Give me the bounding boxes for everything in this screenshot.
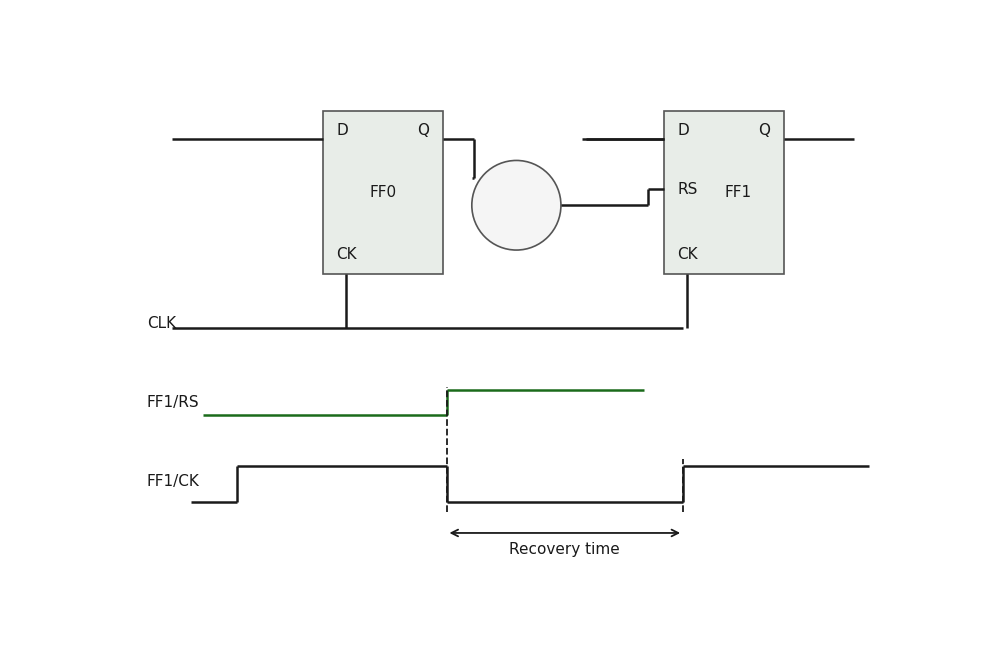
- Bar: [323, 110, 443, 275]
- Text: CK: CK: [678, 247, 698, 261]
- Text: Recovery time: Recovery time: [509, 542, 620, 557]
- Bar: [664, 110, 784, 275]
- Text: FF1/CK: FF1/CK: [147, 474, 200, 489]
- Text: D: D: [678, 123, 689, 138]
- Text: D: D: [337, 123, 348, 138]
- Text: CK: CK: [337, 247, 357, 261]
- Ellipse shape: [472, 160, 561, 250]
- Text: FF1: FF1: [725, 185, 752, 200]
- Text: FF1/RS: FF1/RS: [147, 395, 199, 410]
- Text: FF0: FF0: [369, 185, 396, 200]
- Text: CLK: CLK: [147, 315, 176, 331]
- Text: RS: RS: [678, 182, 698, 197]
- Text: Q: Q: [758, 123, 770, 138]
- Text: Q: Q: [417, 123, 429, 138]
